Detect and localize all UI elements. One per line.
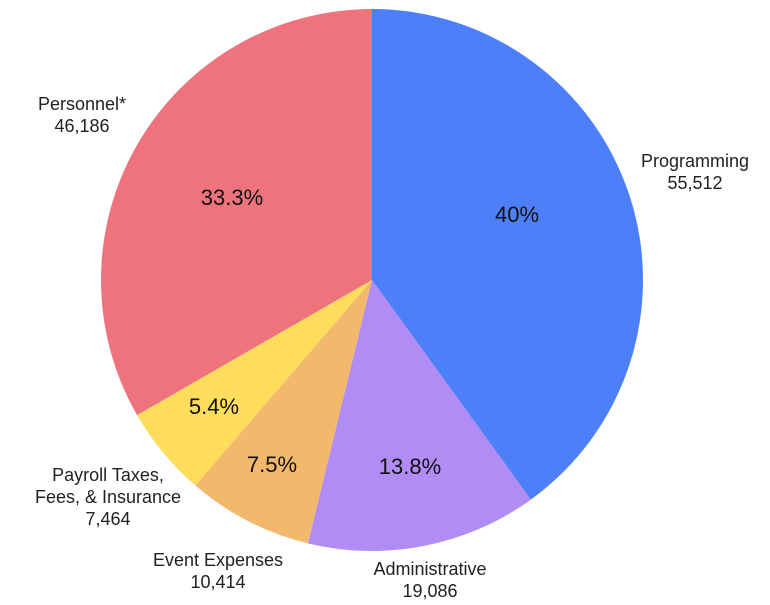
percent-label: 33.3% bbox=[200, 185, 264, 210]
percent-label: 40% bbox=[494, 202, 540, 227]
value-label: 19,086 bbox=[402, 581, 458, 601]
category-name: Personnel* bbox=[37, 94, 127, 114]
percent-label: 7.5% bbox=[246, 452, 298, 477]
pie-slice bbox=[100, 9, 373, 416]
value-label: 46,186 bbox=[54, 116, 110, 136]
pie-slice bbox=[307, 280, 531, 552]
slice-label: Payroll Taxes, Fees, & Insurance 7,464 bbox=[35, 464, 181, 530]
category-name: Payroll Taxes, Fees, & Insurance bbox=[34, 465, 182, 507]
slice-label: Personnel* 46,186 bbox=[38, 93, 126, 137]
slice-label: Programming 55,512 bbox=[641, 150, 749, 194]
value-label: 7,464 bbox=[85, 509, 131, 529]
pie-slice bbox=[137, 280, 372, 486]
slice-label: Event Expenses 10,414 bbox=[153, 549, 283, 593]
category-name: Administrative bbox=[373, 559, 487, 579]
percent-label: 5.4% bbox=[188, 394, 240, 419]
value-label: 10,414 bbox=[190, 572, 246, 592]
category-name: Programming bbox=[640, 151, 750, 171]
pie-slice bbox=[372, 9, 644, 500]
slice-label: Administrative 19,086 bbox=[373, 558, 486, 602]
value-label: 55,512 bbox=[667, 173, 723, 193]
pie-slice bbox=[195, 280, 372, 544]
category-name: Event Expenses bbox=[152, 550, 284, 570]
percent-label: 13.8% bbox=[378, 454, 442, 479]
